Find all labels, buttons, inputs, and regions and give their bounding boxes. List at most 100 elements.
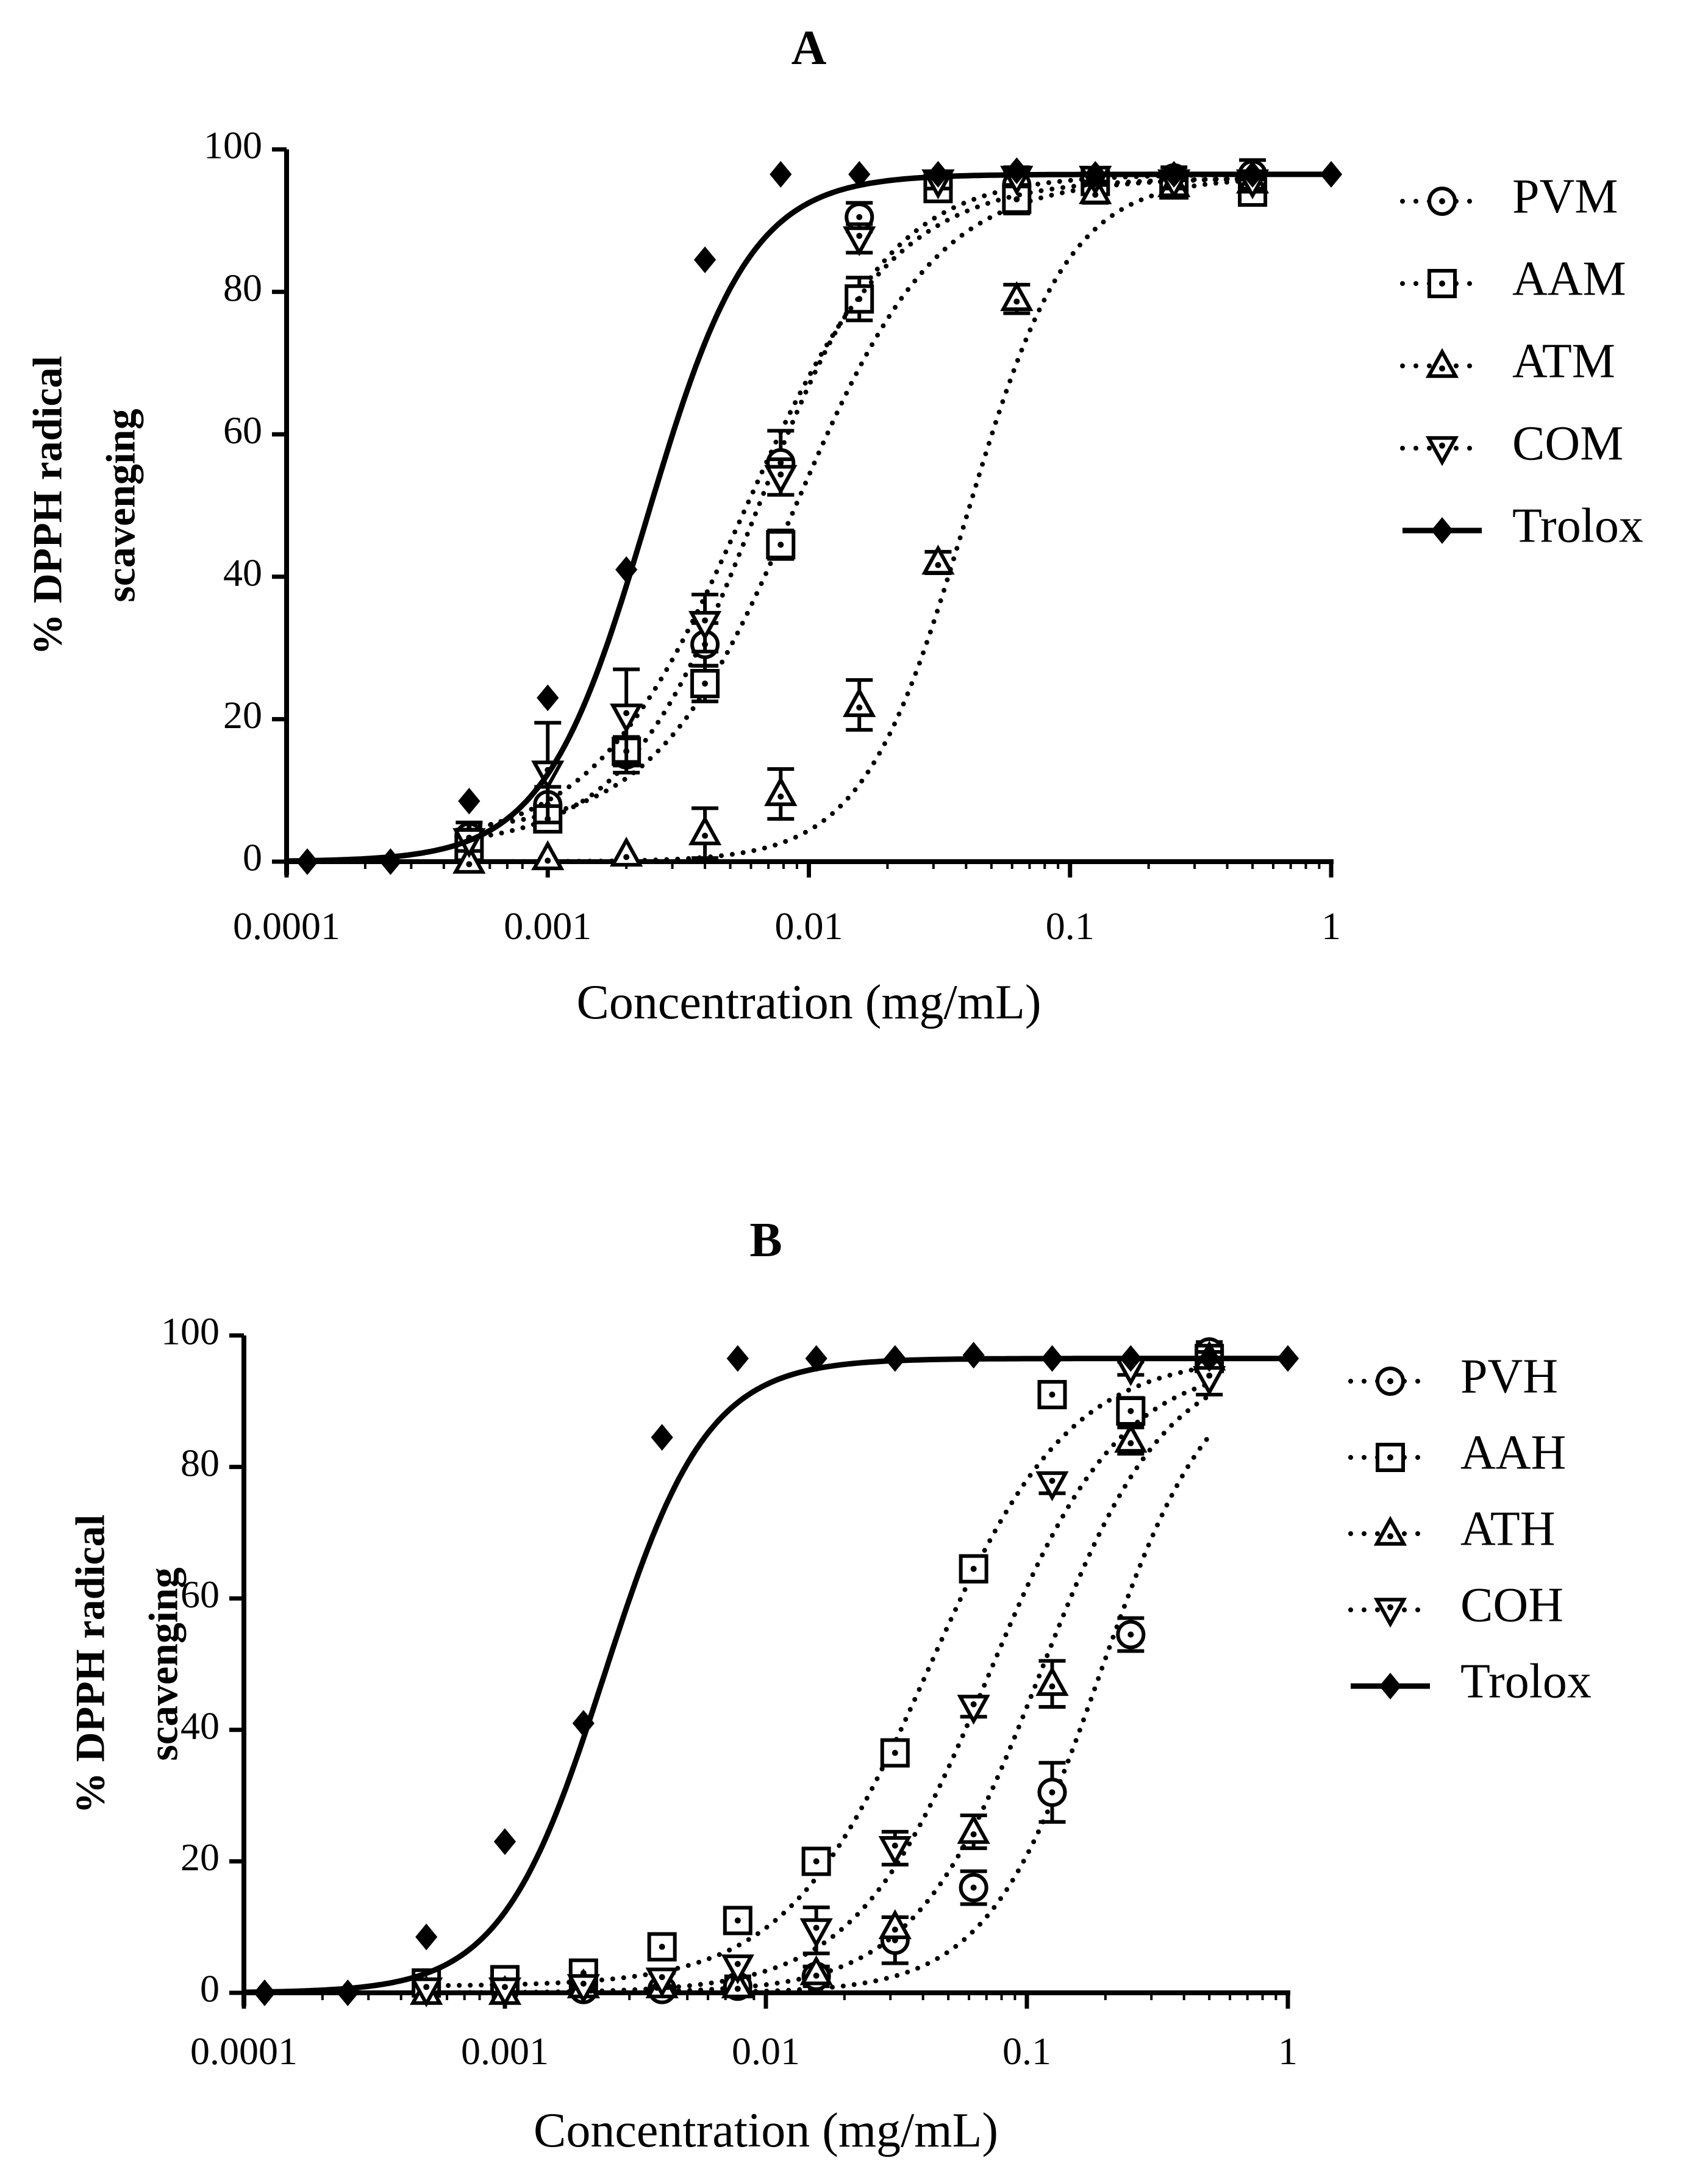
data-point (337, 1979, 359, 2006)
data-point (1276, 1345, 1299, 1372)
data-point (537, 684, 559, 712)
x-tick-label: 0.01 (732, 2029, 800, 2073)
legend-label: PVM (1512, 170, 1618, 223)
data-point (880, 1738, 910, 1768)
y-tick-label: 40 (180, 1704, 220, 1747)
chart-panel-b: B % DPPH radical scavenging Concentration (… (67, 1213, 1592, 2157)
fit-curve (424, 1393, 1212, 1995)
fit-curve (466, 176, 1256, 829)
series-pvm (454, 158, 1268, 853)
x-axis-label: Concentration (mg/mL) (576, 976, 1041, 1029)
fit-curve (466, 178, 1256, 864)
legend-marker (1428, 269, 1457, 298)
legend-marker (1379, 1673, 1402, 1700)
data-point (688, 815, 722, 846)
data-point (766, 530, 796, 560)
fit-curve (424, 1364, 1212, 1989)
legend-label: Trolox (1460, 1654, 1592, 1708)
legend-item: PVH (1348, 1349, 1558, 1403)
series-pvh (412, 1337, 1224, 2004)
data-point (884, 1345, 906, 1372)
y-axis-label: % DPPH radical (24, 356, 71, 655)
data-point (1198, 1345, 1221, 1372)
data-point (1035, 1471, 1069, 1501)
data-point (921, 545, 955, 575)
y-tick-label: 60 (180, 1573, 220, 1616)
series-com (452, 165, 1270, 859)
data-point (957, 1814, 990, 1844)
x-tick-label: 1 (1278, 2029, 1298, 2073)
data-point (957, 1695, 990, 1725)
data-point (1037, 1778, 1067, 1807)
data-point (843, 687, 876, 717)
data-point (1116, 1620, 1146, 1650)
data-point (1163, 160, 1185, 188)
legend-item: ATM (1400, 334, 1615, 388)
data-point (1241, 160, 1264, 188)
data-point (959, 1554, 988, 1584)
legend-item: Trolox (1351, 1654, 1592, 1708)
legend-marker (1428, 187, 1457, 216)
data-point (848, 160, 871, 188)
y-tick-label: 100 (161, 1310, 220, 1353)
data-point (721, 1954, 754, 1985)
legend-label: AAM (1512, 252, 1626, 306)
legend: PVH AAH ATH COH Trolox (1348, 1349, 1592, 1708)
data-point (296, 848, 319, 875)
x-tick-label: 1 (1321, 904, 1341, 948)
data-point (452, 843, 486, 874)
data-point (1084, 160, 1107, 188)
data-point (799, 1918, 833, 1948)
y-tick-label: 20 (180, 1835, 220, 1879)
x-tick-label: 0.0001 (190, 2029, 298, 2073)
fit-curve (286, 171, 1331, 864)
legend-marker (1373, 1515, 1407, 1546)
legend-label: Trolox (1512, 499, 1643, 552)
legend-marker (1373, 1598, 1407, 1628)
legend-marker (1376, 1367, 1405, 1396)
data-point (843, 226, 876, 257)
y-tick-label: 100 (204, 124, 262, 167)
data-point (1037, 1380, 1067, 1410)
data-point (647, 1932, 677, 1962)
data-point (723, 1906, 752, 1935)
data-point (379, 848, 402, 875)
fit-curve (244, 1356, 1288, 1995)
data-point (610, 837, 643, 867)
data-point (770, 160, 792, 188)
x-tick-label: 0.001 (504, 904, 591, 948)
fit-curve (424, 1381, 1212, 1995)
x-tick-label: 0.1 (1002, 2029, 1051, 2073)
data-point (878, 1909, 912, 1939)
y-tick-label: 80 (223, 266, 262, 309)
legend: PVM AAM ATM COM Trolox (1400, 170, 1643, 552)
data-point (415, 1923, 438, 1951)
series-trolox (286, 157, 1343, 875)
data-point (764, 465, 798, 495)
legend-label: PVH (1460, 1349, 1558, 1403)
series-aah (412, 1343, 1224, 1998)
legend-label: AAH (1460, 1426, 1566, 1479)
legend-item: PVM (1400, 170, 1618, 223)
y-tick-label: 80 (180, 1441, 220, 1484)
legend-item: COM (1400, 416, 1623, 470)
legend-label: ATH (1460, 1502, 1556, 1556)
legend-item: AAM (1400, 252, 1626, 306)
chart-title: A (791, 21, 827, 75)
data-point (878, 1836, 912, 1867)
data-point (458, 787, 481, 815)
data-point (253, 1979, 276, 2006)
data-point (1120, 1345, 1142, 1372)
data-point (726, 1345, 749, 1372)
y-axis-label: scavenging (98, 409, 144, 602)
y-axis-label: scavenging (140, 1567, 187, 1760)
legend-item: COH (1348, 1578, 1563, 1632)
data-point (764, 776, 798, 806)
data-point (410, 1977, 443, 2007)
data-point (693, 246, 716, 273)
data-point (799, 1955, 833, 1985)
legend-label: COH (1460, 1578, 1563, 1632)
data-point (493, 1828, 516, 1855)
legend-label: ATM (1512, 334, 1615, 388)
